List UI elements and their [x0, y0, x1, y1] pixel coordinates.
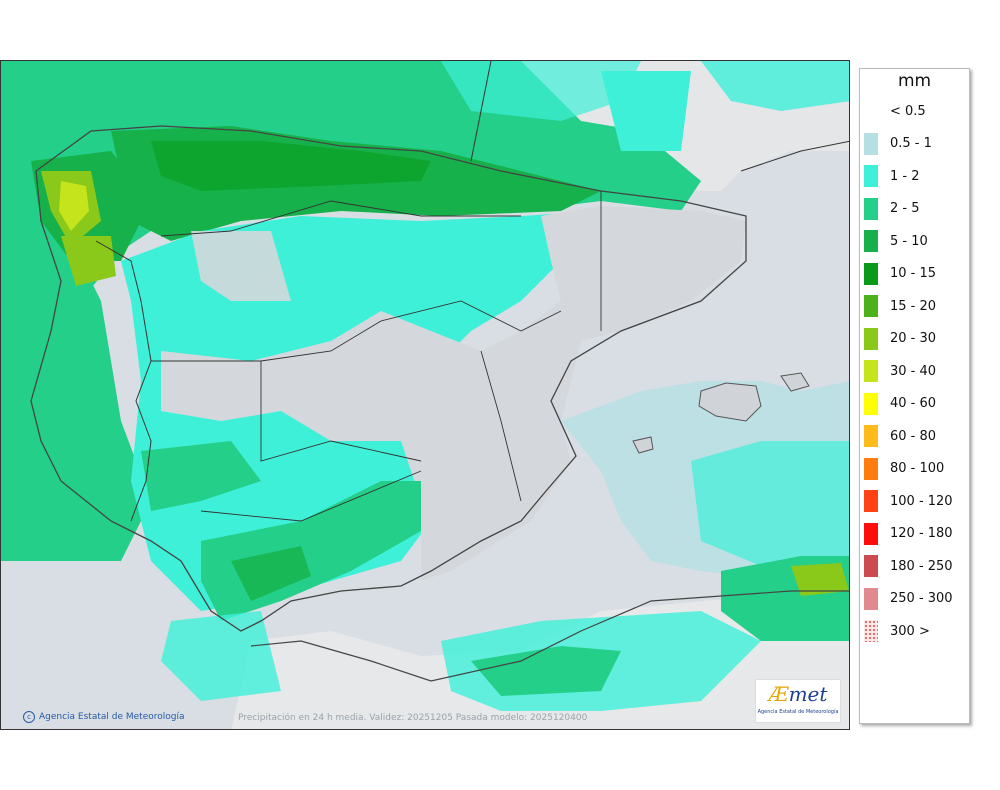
- legend-label: 1 - 2: [890, 168, 920, 184]
- legend-item: 40 - 60: [860, 388, 969, 421]
- agency-credit: c Agencia Estatal de Meteorología: [23, 711, 185, 723]
- legend-label: 0.5 - 1: [890, 136, 932, 152]
- legend-item: 180 - 250: [860, 550, 969, 583]
- legend-label: 2 - 5: [890, 201, 920, 217]
- legend-unit: mm: [897, 71, 932, 91]
- legend-label: 60 - 80: [890, 428, 937, 444]
- legend-label: 5 - 10: [890, 233, 928, 249]
- legend-item: 5 - 10: [860, 225, 969, 258]
- legend-swatch: [864, 262, 878, 285]
- legend-swatch: [864, 620, 878, 643]
- precipitation-legend: mm < 0.5 0.5 - 1 1 - 2 2 - 5 5 - 10 10 - 15 15…: [859, 68, 970, 724]
- legend-item: 80 - 100: [860, 453, 969, 486]
- legend-label: 250 - 300: [890, 591, 953, 607]
- legend-label: 180 - 250: [890, 558, 953, 574]
- legend-item: 20 - 30: [860, 323, 969, 356]
- legend-item: < 0.5: [860, 95, 969, 128]
- legend-label: 30 - 40: [890, 363, 937, 379]
- legend-item: 10 - 15: [860, 258, 969, 291]
- legend-label: 100 - 120: [890, 493, 953, 509]
- legend-item: 300 >: [860, 615, 969, 648]
- legend-label: 120 - 180: [890, 526, 953, 542]
- legend-swatch: [864, 490, 878, 513]
- legend-item: 100 - 120: [860, 485, 969, 518]
- legend-item: 1 - 2: [860, 160, 969, 193]
- legend-swatch: [864, 197, 878, 220]
- legend-label: 15 - 20: [890, 298, 937, 314]
- legend-swatch: [864, 295, 878, 318]
- legend-label: 300 >: [890, 623, 930, 639]
- legend-item: 15 - 20: [860, 290, 969, 323]
- copyright-icon: c: [23, 711, 35, 723]
- legend-item: 60 - 80: [860, 420, 969, 453]
- legend-swatch: [864, 165, 878, 188]
- legend-swatch: [864, 457, 878, 480]
- legend-label: 10 - 15: [890, 266, 937, 282]
- map-canvas: [1, 61, 849, 729]
- legend-item: 0.5 - 1: [860, 128, 969, 161]
- legend-swatch: [864, 360, 878, 383]
- legend-label: < 0.5: [890, 103, 926, 119]
- legend-swatch: [864, 132, 878, 155]
- legend-swatch: [864, 555, 878, 578]
- precipitation-map[interactable]: c Agencia Estatal de Meteorología Precip…: [0, 60, 850, 730]
- legend-item: 120 - 180: [860, 518, 969, 551]
- legend-swatch: [864, 230, 878, 253]
- legend-label: 40 - 60: [890, 396, 937, 412]
- map-caption: Precipitación en 24 h media. Validez: 20…: [238, 713, 588, 723]
- legend-swatch: [864, 392, 878, 415]
- legend-swatch: [864, 327, 878, 350]
- legend-swatch: [864, 425, 878, 448]
- agency-credit-text: Agencia Estatal de Meteorología: [39, 712, 185, 722]
- legend-swatch: [864, 587, 878, 610]
- legend-item: 250 - 300: [860, 583, 969, 616]
- legend-swatch: [864, 522, 878, 545]
- legend-items: < 0.5 0.5 - 1 1 - 2 2 - 5 5 - 10 10 - 15 15 - …: [860, 95, 969, 648]
- legend-label: 80 - 100: [890, 461, 945, 477]
- legend-item: 2 - 5: [860, 193, 969, 226]
- legend-label: 20 - 30: [890, 331, 937, 347]
- aemet-logo: Æmet Agencia Estatal de Meteorología: [755, 679, 841, 723]
- legend-item: 30 - 40: [860, 355, 969, 388]
